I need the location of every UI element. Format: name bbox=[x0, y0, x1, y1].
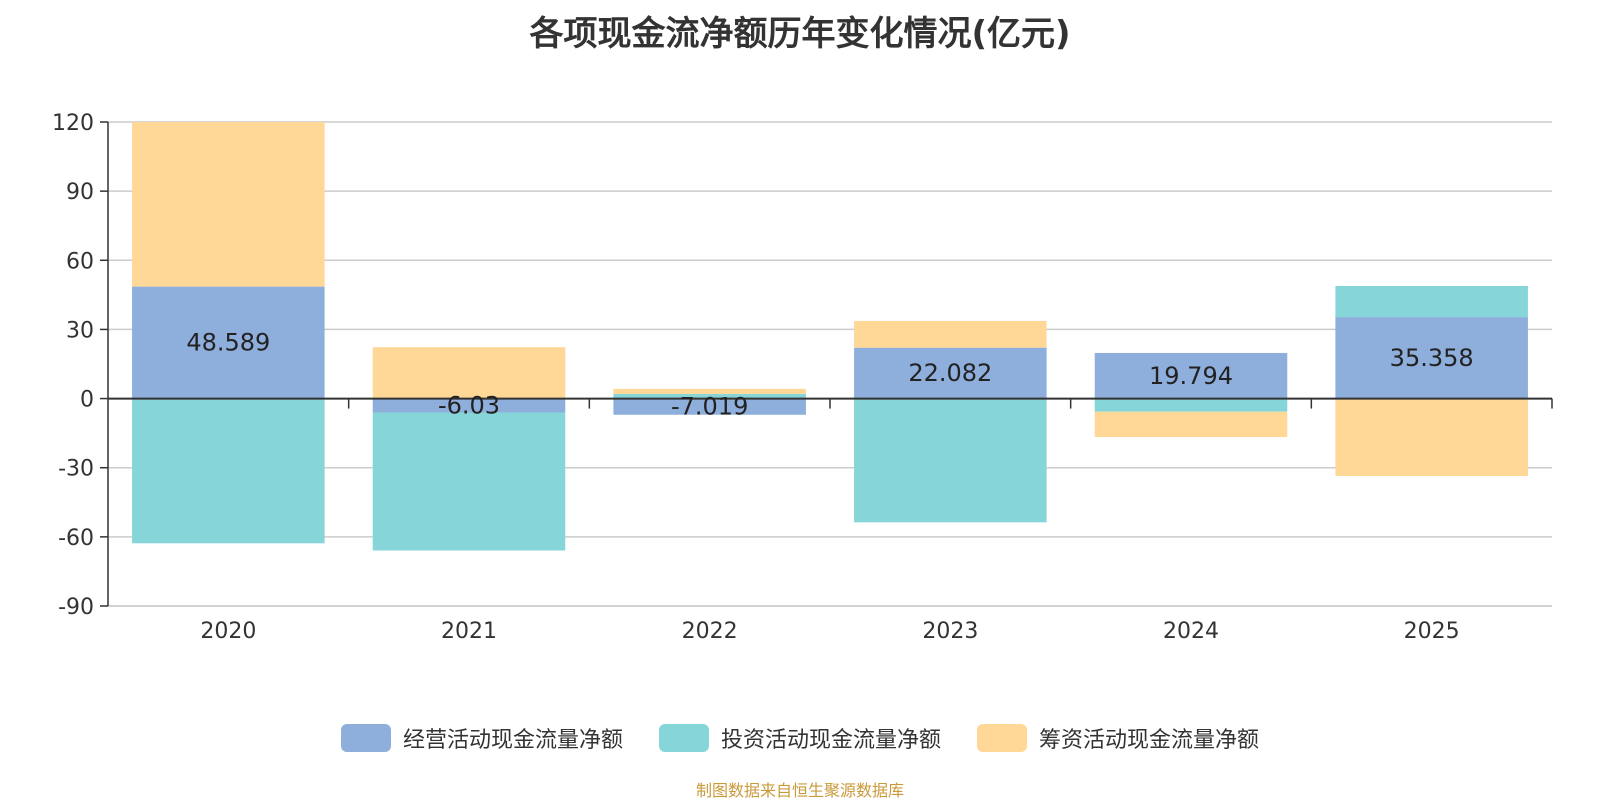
legend-item-operating[interactable]: 经营活动现金流量净额 bbox=[340, 722, 623, 754]
x-tick-label: 2022 bbox=[682, 619, 738, 644]
data-label-2023: 22.082 bbox=[908, 359, 992, 387]
legend-item-investing[interactable]: 投资活动现金流量净额 bbox=[658, 722, 941, 754]
data-label-2022: -7.019 bbox=[671, 393, 748, 421]
bar-2025-series-1[interactable] bbox=[1335, 285, 1528, 318]
bar-2025-series-2[interactable] bbox=[1335, 398, 1528, 477]
x-tick-label: 2025 bbox=[1404, 619, 1460, 644]
data-labels: 48.589 -6.03 -7.019 22.082 19.794 35.358 bbox=[186, 329, 1473, 421]
y-tick-label: -90 bbox=[58, 595, 94, 620]
bar-2022-series-2[interactable] bbox=[613, 388, 806, 394]
bar-2022-series-0[interactable] bbox=[613, 398, 806, 415]
legend: 经营活动现金流量净额 投资活动现金流量净额 筹资活动现金流量净额 bbox=[0, 722, 1600, 754]
y-tick-label: -60 bbox=[58, 526, 94, 551]
y-tick-label: -30 bbox=[58, 457, 94, 482]
y-tick-label: 60 bbox=[66, 249, 94, 274]
x-tick-label: 2021 bbox=[441, 619, 497, 644]
legend-label-operating: 经营活动现金流量净额 bbox=[402, 728, 623, 753]
y-tick-label: 120 bbox=[52, 111, 94, 136]
bars bbox=[132, 122, 1528, 551]
chart-title: 各项现金流净额历年变化情况(亿元) bbox=[529, 14, 1071, 54]
bar-2024-series-1[interactable] bbox=[1094, 398, 1288, 412]
x-tick-label: 2020 bbox=[200, 619, 256, 644]
source-note: 制图数据来自恒生聚源数据库 bbox=[695, 781, 904, 800]
x-tick-label: 2023 bbox=[922, 619, 978, 644]
data-label-2020: 48.589 bbox=[186, 329, 270, 357]
bar-2020-series-1[interactable] bbox=[132, 398, 325, 544]
legend-swatch-investing bbox=[658, 724, 709, 752]
bar-2020-series-2[interactable] bbox=[132, 122, 325, 287]
legend-label-financing: 筹资活动现金流量净额 bbox=[1039, 728, 1260, 753]
bar-2022-series-1[interactable] bbox=[613, 393, 806, 399]
bar-2021-series-0[interactable] bbox=[372, 398, 566, 413]
bar-2021-series-2[interactable] bbox=[372, 347, 566, 399]
axes: 120 90 60 30 0 -30 -60 -90 2020 2021 2022 2023 2024 2… bbox=[52, 111, 1553, 644]
data-label-2021: -6.03 bbox=[438, 392, 500, 420]
data-label-2024: 19.794 bbox=[1149, 362, 1233, 390]
chart-plot: 120 90 60 30 0 -30 -60 -90 2020 2021 2022 2023 2024 2… bbox=[52, 111, 1553, 644]
y-tick-label: 0 bbox=[80, 388, 94, 413]
legend-swatch-financing bbox=[977, 724, 1027, 752]
bar-2023-series-1[interactable] bbox=[854, 398, 1047, 523]
bar-2024-series-2[interactable] bbox=[1094, 411, 1288, 438]
data-label-2025: 35.358 bbox=[1390, 344, 1474, 372]
legend-swatch-operating bbox=[340, 724, 391, 752]
y-tick-label: 90 bbox=[66, 180, 94, 205]
bar-2023-series-0[interactable] bbox=[854, 347, 1047, 399]
y-tick-label: 30 bbox=[66, 318, 94, 343]
bar-2020-series-0[interactable] bbox=[132, 286, 325, 399]
bar-2024-series-0[interactable] bbox=[1094, 352, 1288, 399]
bar-2021-series-1[interactable] bbox=[372, 412, 566, 551]
bar-2025-series-0[interactable] bbox=[1335, 317, 1528, 399]
legend-label-investing: 投资活动现金流量净额 bbox=[720, 728, 941, 753]
legend-item-financing[interactable]: 筹资活动现金流量净额 bbox=[977, 722, 1259, 754]
bar-2023-series-2[interactable] bbox=[854, 320, 1047, 348]
x-tick-label: 2024 bbox=[1163, 619, 1219, 644]
